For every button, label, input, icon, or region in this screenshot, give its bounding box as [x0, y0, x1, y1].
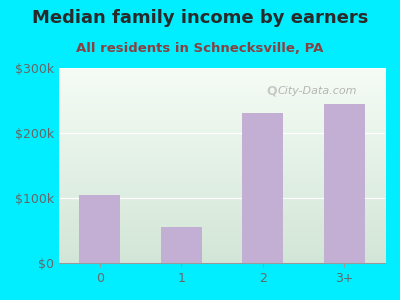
Text: All residents in Schnecksville, PA: All residents in Schnecksville, PA [76, 42, 324, 55]
Text: Q: Q [266, 85, 277, 98]
Bar [161, 227, 202, 263]
Bar [242, 113, 283, 263]
Text: City-Data.com: City-Data.com [278, 86, 357, 96]
Bar [324, 104, 365, 263]
Text: Median family income by earners: Median family income by earners [32, 9, 368, 27]
Bar [79, 195, 120, 263]
